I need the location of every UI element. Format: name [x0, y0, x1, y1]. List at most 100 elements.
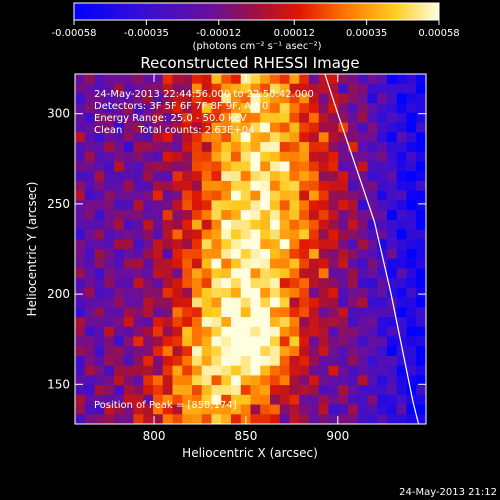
heatmap-cell: [192, 142, 203, 153]
heatmap-cell: [123, 268, 135, 279]
heatmap-cell: [162, 249, 174, 260]
heatmap-cell: [328, 219, 339, 231]
heatmap-cell: [75, 375, 86, 386]
heatmap-cell: [143, 297, 154, 308]
heatmap-cell: [84, 210, 96, 221]
heatmap-cell: [192, 365, 203, 376]
heatmap-cell: [318, 210, 330, 221]
heatmap-cell: [309, 297, 320, 308]
heatmap-cell: [279, 74, 291, 85]
heatmap-cell: [75, 404, 86, 415]
heatmap-cell: [172, 239, 183, 250]
heatmap-cell: [289, 210, 300, 221]
heatmap-cell: [143, 210, 154, 221]
heatmap-cell: [240, 93, 252, 104]
heatmap-cell: [328, 326, 339, 338]
heatmap-cell: [289, 122, 300, 133]
heatmap-cell: [396, 346, 408, 357]
heatmap-cell: [299, 258, 310, 270]
heatmap-cell: [153, 161, 164, 172]
heatmap-cell: [182, 326, 193, 338]
heatmap-cell: [84, 190, 96, 201]
heatmap-cell: [338, 375, 349, 386]
heatmap-cell: [299, 190, 310, 201]
heatmap-cell: [270, 346, 281, 357]
heatmap-cell: [114, 122, 125, 133]
heatmap-cell: [299, 249, 310, 260]
heatmap-cell: [357, 122, 369, 133]
heatmap-cell: [114, 142, 125, 153]
heatmap-cell: [299, 268, 310, 279]
heatmap-cell: [367, 229, 378, 240]
heatmap-cell: [172, 122, 183, 133]
heatmap-cell: [270, 317, 281, 328]
heatmap-cell: [387, 142, 398, 153]
heatmap-cell: [84, 307, 96, 318]
heatmap-cell: [338, 287, 349, 299]
heatmap-cell: [182, 346, 193, 357]
heatmap-cell: [94, 394, 105, 406]
heatmap-cell: [201, 307, 213, 318]
heatmap-cell: [143, 346, 154, 357]
heatmap-cell: [84, 219, 96, 231]
heatmap-cell: [406, 239, 417, 250]
heatmap-cell: [250, 268, 261, 279]
heatmap-cell: [357, 375, 369, 386]
heatmap-cell: [289, 219, 300, 231]
heatmap-cell: [416, 375, 426, 386]
heatmap-cell: [192, 346, 203, 357]
heatmap-cell: [377, 297, 388, 308]
heatmap-cell: [221, 385, 232, 396]
generation-timestamp: 24-May-2013 21:12: [399, 487, 497, 498]
heatmap-cell: [396, 142, 408, 153]
heatmap-cell: [123, 355, 135, 367]
heatmap-cell: [231, 200, 242, 211]
heatmap-cell: [377, 210, 388, 221]
heatmap-cell: [94, 74, 105, 85]
heatmap-cell: [348, 219, 359, 231]
heatmap-cell: [221, 171, 232, 182]
heatmap-cell: [357, 190, 369, 201]
heatmap-cell: [270, 287, 281, 299]
heatmap-cell: [172, 103, 183, 114]
heatmap-cell: [192, 297, 203, 308]
heatmap-cell: [309, 287, 320, 299]
heatmap-cell: [299, 404, 310, 415]
heatmap-cell: [387, 307, 398, 318]
heatmap-cell: [172, 355, 183, 367]
heatmap-cell: [114, 93, 125, 104]
heatmap-cell: [182, 278, 193, 289]
heatmap-cell: [231, 317, 242, 328]
heatmap-cell: [153, 307, 164, 318]
heatmap-cell: [318, 112, 330, 124]
heatmap-cell: [162, 142, 174, 153]
heatmap-cell: [231, 268, 242, 279]
heatmap-cell: [387, 83, 398, 95]
heatmap-cell: [328, 83, 339, 95]
heatmap-cell: [201, 200, 213, 211]
heatmap-cell: [250, 394, 261, 406]
heatmap-cell: [260, 210, 271, 221]
heatmap-cell: [162, 171, 174, 182]
heatmap-cell: [75, 258, 86, 270]
heatmap-cell: [172, 404, 183, 415]
heatmap-cell: [406, 122, 417, 133]
heatmap-cell: [114, 278, 125, 289]
heatmap-cell: [357, 239, 369, 250]
heatmap-cell: [309, 74, 320, 85]
heatmap-cell: [201, 297, 213, 308]
heatmap-cell: [299, 142, 310, 153]
heatmap-cell: [133, 365, 144, 376]
heatmap-cell: [377, 326, 388, 338]
heatmap-cell: [192, 268, 203, 279]
heatmap-cell: [357, 414, 369, 424]
colorbar-tick-label: -0.00058: [52, 28, 97, 39]
heatmap-cell: [153, 190, 164, 201]
heatmap-cell: [211, 394, 222, 406]
heatmap-cell: [211, 268, 222, 279]
heatmap-cell: [182, 210, 193, 221]
heatmap-cell: [406, 278, 417, 289]
heatmap-cell: [270, 103, 281, 114]
heatmap-cell: [153, 93, 164, 104]
heatmap-cell: [270, 83, 281, 95]
